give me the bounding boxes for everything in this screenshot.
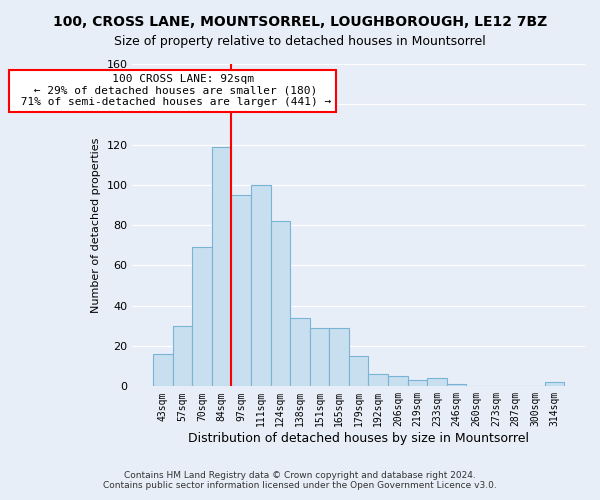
Bar xyxy=(329,328,349,386)
Bar xyxy=(192,248,212,386)
Text: 100 CROSS LANE: 92sqm
 ← 29% of detached houses are smaller (180)
 71% of semi-d: 100 CROSS LANE: 92sqm ← 29% of detached … xyxy=(14,74,331,108)
Bar xyxy=(232,195,251,386)
Bar xyxy=(173,326,192,386)
Text: Size of property relative to detached houses in Mountsorrel: Size of property relative to detached ho… xyxy=(114,35,486,48)
Bar xyxy=(388,376,407,386)
Y-axis label: Number of detached properties: Number of detached properties xyxy=(91,138,101,313)
Bar xyxy=(368,374,388,386)
Bar xyxy=(153,354,173,386)
Bar xyxy=(290,318,310,386)
Bar xyxy=(427,378,447,386)
Text: 100, CROSS LANE, MOUNTSORREL, LOUGHBOROUGH, LE12 7BZ: 100, CROSS LANE, MOUNTSORREL, LOUGHBOROU… xyxy=(53,15,547,29)
Text: Contains HM Land Registry data © Crown copyright and database right 2024.
Contai: Contains HM Land Registry data © Crown c… xyxy=(103,470,497,490)
Bar xyxy=(251,185,271,386)
Bar xyxy=(310,328,329,386)
Bar xyxy=(212,146,232,386)
Bar xyxy=(407,380,427,386)
Bar xyxy=(271,221,290,386)
Bar xyxy=(545,382,565,386)
Bar xyxy=(349,356,368,386)
X-axis label: Distribution of detached houses by size in Mountsorrel: Distribution of detached houses by size … xyxy=(188,432,529,445)
Bar xyxy=(447,384,466,386)
